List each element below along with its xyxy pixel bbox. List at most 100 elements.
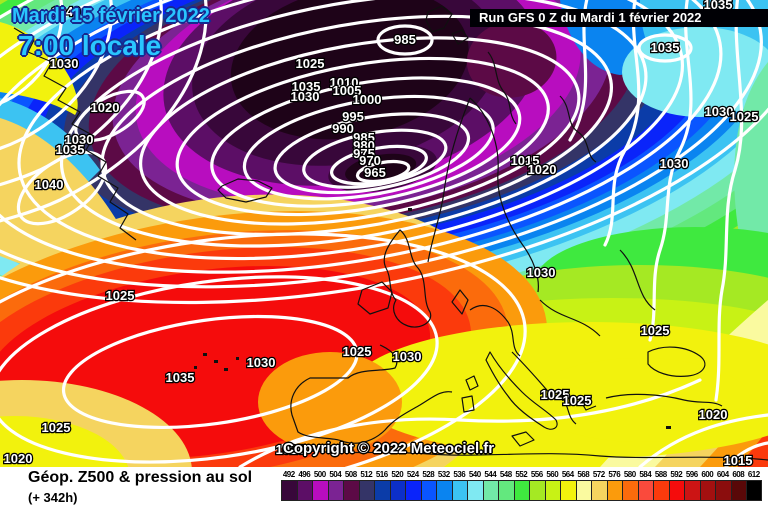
legend-swatch [529, 480, 545, 501]
legend-cell: 612 [746, 470, 762, 501]
pressure-label: 1010 [330, 75, 359, 90]
legend-cell: 596 [684, 470, 700, 501]
legend-swatch [513, 480, 529, 501]
pressure-label: 1025 [42, 420, 71, 435]
pressure-label: 1020 [91, 100, 120, 115]
legend-cell: 604 [715, 470, 731, 501]
pressure-label: 975 [353, 146, 375, 161]
pressure-label: 1030 [291, 89, 320, 104]
legend-swatch [637, 480, 653, 501]
pressure-label: 1015 [724, 453, 753, 467]
pressure-label: 1030 [247, 355, 276, 370]
legend-swatch [436, 480, 452, 501]
pressure-label: 1040 [35, 177, 64, 192]
legend-cell: 588 [653, 470, 669, 501]
legend-swatch [420, 480, 436, 501]
legend-cell: 552 [513, 470, 529, 501]
legend-swatch [575, 480, 591, 501]
pressure-label: 1035 [292, 79, 321, 94]
legend-value: 572 [592, 470, 605, 479]
pressure-label: 1025 [641, 323, 670, 338]
legend-cell: 504 [327, 470, 343, 501]
legend-swatch [482, 480, 498, 501]
copyright-watermark: Copyright © 2022 Meteociel.fr [283, 440, 495, 457]
legend-value: 584 [639, 470, 652, 479]
pressure-label: 1030 [65, 132, 94, 147]
pressure-label: 1025 [563, 393, 592, 408]
legend-value: 544 [484, 470, 497, 479]
legend-cell: 564 [560, 470, 576, 501]
legend-value: 556 [530, 470, 543, 479]
legend-swatch [389, 480, 405, 501]
legend-swatch [467, 480, 483, 501]
legend-cell: 536 [451, 470, 467, 501]
legend-swatch [668, 480, 684, 501]
legend-swatch [544, 480, 560, 501]
pressure-label: 1025 [541, 387, 570, 402]
legend-swatch [622, 480, 638, 501]
pressure-label: 985 [353, 130, 375, 145]
pressure-label: 1025 [276, 442, 305, 457]
legend-cell: 500 [312, 470, 328, 501]
legend-cell: 544 [482, 470, 498, 501]
legend-swatch [327, 480, 343, 501]
legend-swatch [746, 480, 762, 501]
pressure-label: 1020 [699, 407, 728, 422]
legend-swatch [374, 480, 390, 501]
pressure-label: 990 [332, 121, 354, 136]
legend-swatch [296, 480, 312, 501]
legend-cell: 496 [296, 470, 312, 501]
legend-value: 588 [654, 470, 667, 479]
pressure-label: 1030 [705, 104, 734, 119]
legend-value: 496 [298, 470, 311, 479]
legend-cell: 584 [637, 470, 653, 501]
pressure-label: 1030 [50, 56, 79, 71]
legend-swatch [405, 480, 421, 501]
pressure-label: 1035 [166, 370, 195, 385]
legend-swatch [498, 480, 514, 501]
legend-cell: 572 [591, 470, 607, 501]
footer-bar: Géop. Z500 & pression au sol (+ 342h) 49… [0, 467, 768, 512]
pressure-label: 1040 [52, 4, 81, 19]
pressure-label: 1025 [730, 109, 759, 124]
legend-swatch [560, 480, 576, 501]
legend-value: 500 [313, 470, 326, 479]
legend-value: 568 [577, 470, 590, 479]
pressure-label: 1025 [106, 288, 135, 303]
legend-value: 492 [282, 470, 295, 479]
legend-value: 548 [499, 470, 512, 479]
legend-swatch [281, 480, 297, 501]
coastlines [13, 5, 768, 461]
pressure-label: 1020 [528, 162, 557, 177]
legend-value: 600 [701, 470, 714, 479]
legend-value: 552 [515, 470, 528, 479]
legend-cell: 516 [374, 470, 390, 501]
legend-cell: 520 [389, 470, 405, 501]
legend-swatch [358, 480, 374, 501]
legend-swatch [699, 480, 715, 501]
legend-value: 608 [732, 470, 745, 479]
legend-swatch [343, 480, 359, 501]
legend-value: 504 [329, 470, 342, 479]
legend-value: 596 [685, 470, 698, 479]
legend-swatch [684, 480, 700, 501]
pressure-label: 1025 [343, 344, 372, 359]
pressure-label: 995 [342, 109, 364, 124]
legend-cell: 556 [529, 470, 545, 501]
pressure-label: 1035 [56, 142, 85, 157]
map-title: Géop. Z500 & pression au sol [28, 469, 253, 486]
pressure-label: 1035 [651, 40, 680, 55]
legend-swatch [653, 480, 669, 501]
legend-value: 536 [453, 470, 466, 479]
legend-value: 524 [406, 470, 419, 479]
legend-swatch [606, 480, 622, 501]
legend-cell: 576 [606, 470, 622, 501]
forecast-hour: (+ 342h) [28, 490, 78, 505]
pressure-label: 1030 [660, 156, 689, 171]
legend-cell: 608 [730, 470, 746, 501]
legend-value: 528 [422, 470, 435, 479]
pressure-label: 1005 [333, 83, 362, 98]
pressure-labels: 1040103010201030103510401025103010351025… [2, 0, 760, 469]
pressure-label: 985 [394, 32, 416, 47]
